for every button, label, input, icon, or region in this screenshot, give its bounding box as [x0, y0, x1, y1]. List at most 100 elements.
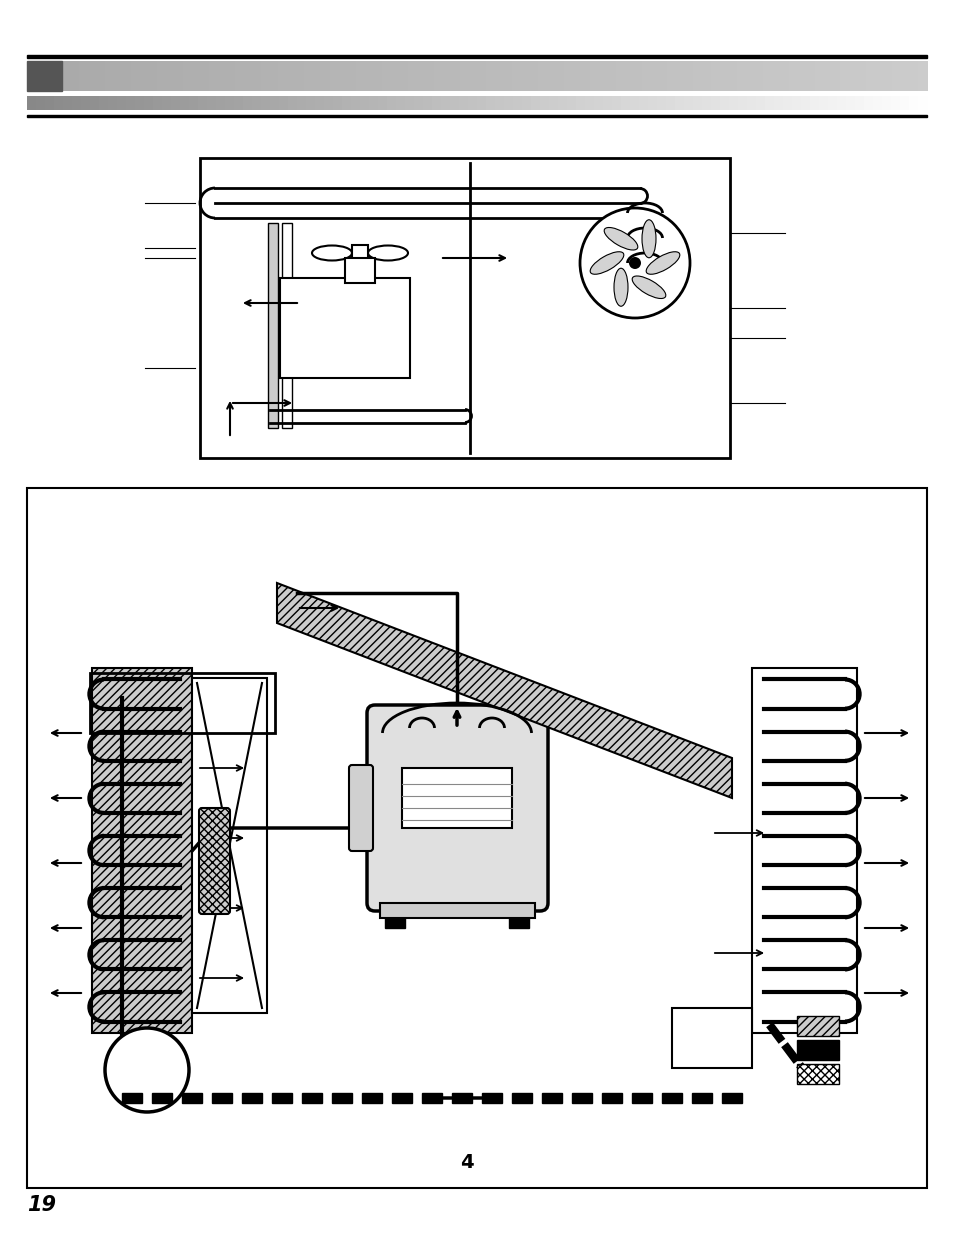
Bar [152, 96, 163, 109]
Bar [270, 96, 280, 109]
Bar [753, 61, 762, 91]
Bar [226, 61, 235, 91]
Bar [36, 96, 46, 109]
Bar [90, 96, 100, 109]
FancyBboxPatch shape [367, 705, 547, 911]
Bar [602, 96, 613, 109]
Bar [719, 61, 728, 91]
Bar [693, 61, 702, 91]
Bar [755, 96, 765, 109]
Bar [736, 61, 745, 91]
Bar [90, 672, 274, 733]
Bar [314, 96, 325, 109]
Ellipse shape [590, 252, 623, 275]
Bar [296, 96, 307, 109]
Bar [399, 61, 409, 91]
Bar [468, 96, 477, 109]
Bar [405, 96, 415, 109]
Bar [391, 61, 400, 91]
Bar [640, 61, 651, 91]
Bar [313, 61, 322, 91]
Polygon shape [276, 583, 731, 798]
Bar [727, 61, 737, 91]
Bar [288, 96, 297, 109]
Bar [744, 61, 754, 91]
Bar [96, 61, 106, 91]
Bar [71, 96, 82, 109]
Bar [529, 61, 538, 91]
Bar [198, 96, 208, 109]
Bar [481, 1093, 501, 1103]
Bar [701, 96, 711, 109]
Bar [355, 61, 365, 91]
Bar [751, 667, 856, 1033]
Bar [502, 61, 513, 91]
Bar [908, 96, 918, 109]
Ellipse shape [645, 252, 679, 275]
Bar [282, 222, 292, 428]
Bar [295, 61, 305, 91]
Bar [511, 61, 521, 91]
Bar [566, 96, 577, 109]
Bar [836, 96, 846, 109]
Bar [659, 61, 668, 91]
Bar [200, 61, 210, 91]
Text: 4: 4 [459, 1154, 474, 1172]
Bar [209, 61, 218, 91]
Bar [88, 61, 97, 91]
Bar [200, 158, 729, 457]
Bar [773, 96, 783, 109]
Bar [341, 96, 352, 109]
Bar [395, 96, 406, 109]
Bar [746, 96, 757, 109]
Bar [891, 61, 902, 91]
Bar [379, 902, 535, 919]
Bar [351, 96, 360, 109]
Bar [280, 278, 410, 378]
Bar [369, 96, 378, 109]
Bar [261, 61, 271, 91]
Bar [117, 96, 127, 109]
Bar [863, 96, 873, 109]
Bar [721, 1093, 741, 1103]
Bar [822, 61, 832, 91]
Bar [563, 61, 573, 91]
Bar [352, 245, 368, 261]
Bar [270, 61, 279, 91]
Bar [572, 1093, 592, 1103]
Bar [854, 96, 864, 109]
Bar [791, 96, 801, 109]
Bar [900, 61, 910, 91]
Bar [425, 61, 435, 91]
Bar [113, 61, 124, 91]
Bar [452, 1093, 472, 1103]
Bar [796, 1040, 838, 1060]
Bar [818, 96, 828, 109]
Bar [332, 1093, 352, 1103]
Ellipse shape [368, 246, 408, 261]
Bar [572, 61, 581, 91]
Bar [364, 61, 374, 91]
Bar [387, 96, 396, 109]
FancyBboxPatch shape [349, 764, 373, 851]
Bar [171, 96, 181, 109]
Bar [541, 1093, 561, 1103]
Bar [476, 61, 486, 91]
Bar [671, 1008, 751, 1068]
Bar [494, 61, 503, 91]
Bar [261, 96, 271, 109]
Bar [615, 61, 624, 91]
Bar [416, 61, 426, 91]
Bar [589, 61, 598, 91]
Bar [796, 1064, 838, 1084]
Bar [882, 96, 891, 109]
Bar [848, 61, 858, 91]
Bar [385, 919, 405, 929]
Bar [667, 61, 677, 91]
Bar [157, 61, 167, 91]
Bar [252, 96, 262, 109]
Bar [302, 1093, 322, 1103]
Bar [503, 96, 514, 109]
Bar [432, 96, 441, 109]
Bar [324, 96, 334, 109]
